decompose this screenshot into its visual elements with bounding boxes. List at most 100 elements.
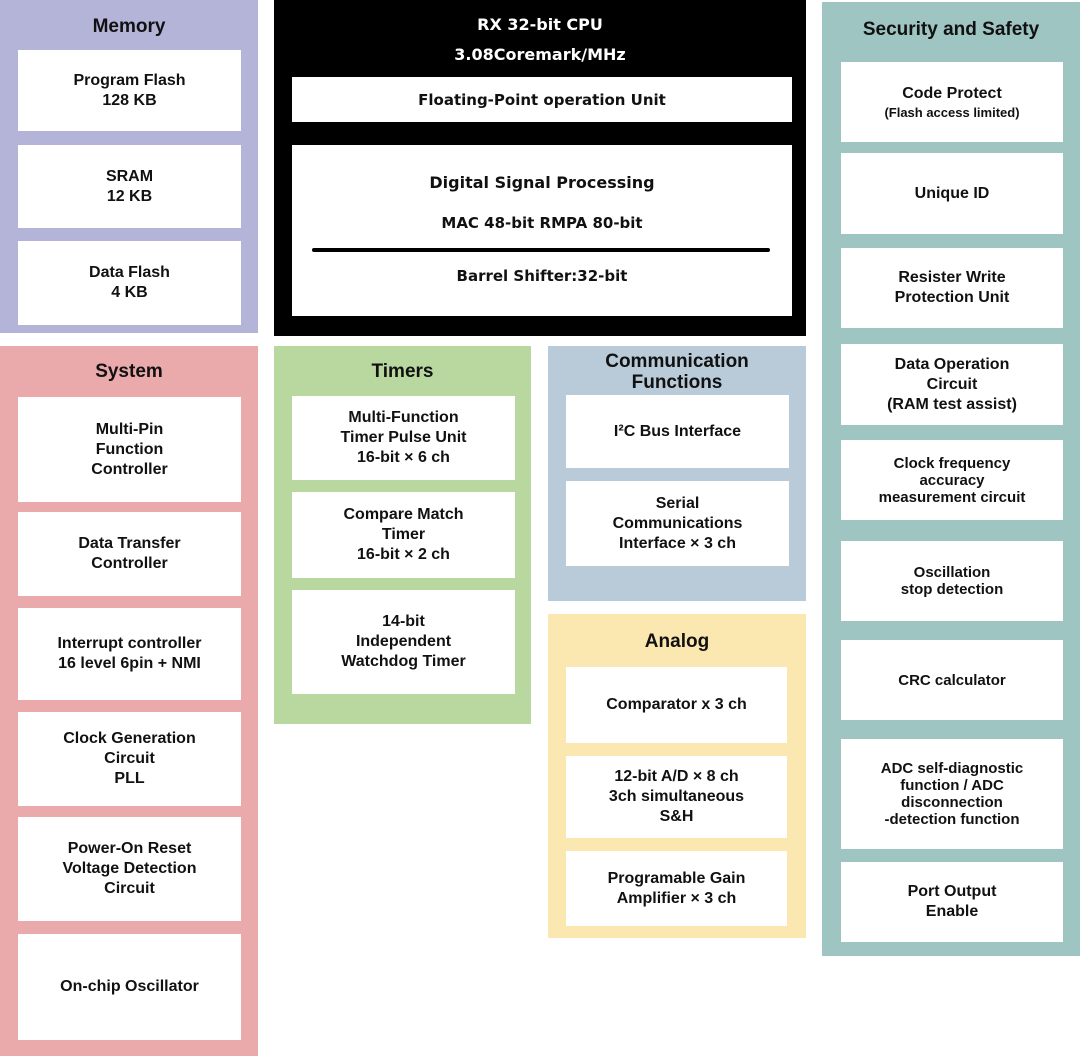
system-block-line: Power-On Reset [67, 840, 192, 857]
security-block: Data Operation Circuit (RAM test assist) [841, 344, 1063, 425]
memory-block-line: 4 KB [111, 284, 148, 301]
security-block: Unique ID [841, 153, 1063, 234]
system-block: Interrupt controller 16 level 6pin + NMI [18, 608, 241, 700]
memory-block-line: 128 KB [102, 91, 157, 109]
dsp-mac: MAC 48-bit RMPA 80-bit [441, 214, 643, 232]
timers-block: Compare Match Timer 16-bit × 2 ch [292, 492, 515, 578]
security-block-line: Resister Write [898, 269, 1006, 286]
security-block: Port Output Enable [841, 862, 1063, 942]
security-title: Security and Safety [862, 19, 1040, 40]
memory-title: Memory [92, 16, 166, 37]
communication-block-line: Communications [612, 514, 743, 532]
security-block-line: -detection function [884, 811, 1020, 828]
analog-block: Comparator x 3 ch [566, 667, 787, 743]
system-block-line: Multi-Pin [95, 420, 164, 438]
timers-block-line: Independent [355, 633, 452, 650]
fpu-block: Floating-Point operation Unit [292, 77, 792, 122]
communication-block: Serial Communications Interface × 3 ch [566, 481, 789, 566]
communication-title: Communication Functions [605, 351, 749, 393]
system-block-line: Controller [91, 460, 168, 478]
memory-block-line: SRAM [105, 167, 154, 185]
analog-panel: Analog Comparator x 3 ch 12-bit A/D × 8 ch… [548, 614, 806, 938]
system-block-line: 16 level 6pin + NMI [58, 655, 201, 672]
security-block-line: Circuit [926, 375, 978, 393]
analog-block-line: Amplifier × 3 ch [616, 889, 737, 907]
timers-block: Multi-Function Timer Pulse Unit 16-bit × 6… [292, 396, 515, 480]
analog-block: 12-bit A/D × 8 ch 3ch simultaneous S&H [566, 756, 787, 838]
cpu-panel: RX 32-bit CPU 3.08Coremark/MHz Floating-… [274, 0, 806, 336]
analog-block: Programable Gain Amplifier × 3 ch [566, 851, 787, 926]
timers-panel: Timers Multi-Function Timer Pulse Unit 16-b… [274, 346, 531, 724]
security-block-line: Oscillation [913, 564, 991, 581]
analog-block-line: 12-bit A/D × 8 ch [614, 768, 739, 785]
security-block: ADC self-diagnostic function / ADC disconn… [841, 739, 1063, 849]
timers-block-line: 16-bit × 2 ch [357, 546, 450, 563]
security-block-line: Code Protect [902, 84, 1002, 102]
system-block-line: Circuit [104, 750, 155, 767]
security-block-line: accuracy [919, 471, 985, 489]
security-block-line: ADC self-diagnostic [880, 760, 1024, 777]
security-block-line: measurement circuit [878, 488, 1026, 506]
system-block-line: Controller [91, 555, 168, 572]
dsp-shifter: Barrel Shifter:32-bit [456, 267, 628, 285]
timers-block-line: Watchdog Timer [341, 653, 466, 670]
security-block-line: (RAM test assist) [887, 395, 1017, 413]
system-block: Clock Generation Circuit PLL [18, 712, 241, 806]
memory-panel: Memory Program Flash 128 KB SRAM 12 KB Data F… [0, 0, 258, 333]
timers-block-line: Compare Match [343, 506, 464, 523]
analog-block-line: 3ch simultaneous [608, 788, 745, 805]
communication-block-line: Serial [655, 494, 700, 512]
cpu-title: RX 32-bit CPU [477, 15, 603, 34]
memory-block-line: Data Flash [89, 264, 170, 281]
fpu-label: Floating-Point operation Unit [418, 90, 666, 109]
security-block-line: Port Output [907, 883, 997, 900]
security-block-line: Unique ID [914, 184, 990, 202]
security-block-line: stop detection [900, 581, 1004, 598]
timers-block-line: 16-bit × 6 ch [357, 449, 450, 466]
timers-block: 14-bit Independent Watchdog Timer [292, 590, 515, 694]
system-block-line: Voltage Detection [62, 860, 197, 877]
security-block-line: function / ADC [900, 777, 1004, 794]
analog-block-line: Comparator x 3 ch [606, 696, 747, 713]
analog-block-line: S&H [659, 808, 694, 825]
security-block: Resister Write Protection Unit [841, 248, 1063, 328]
memory-block-line: 12 KB [106, 187, 153, 205]
memory-block: SRAM 12 KB [18, 145, 241, 228]
security-block-line: (Flash access limited) [884, 104, 1020, 120]
analog-block-line: Programable Gain [607, 869, 746, 887]
system-block-line: On-chip Oscillator [60, 978, 199, 995]
system-block-line: Function [95, 440, 164, 458]
system-block-line: Data Transfer [78, 535, 181, 552]
memory-block: Data Flash 4 KB [18, 241, 241, 325]
dsp-divider [312, 248, 770, 252]
system-block-line: Interrupt controller [57, 635, 202, 652]
communication-block: I²C Bus Interface [566, 395, 789, 468]
security-block: Code Protect (Flash access limited) [841, 62, 1063, 142]
memory-block: Program Flash 128 KB [18, 50, 241, 131]
dsp-title: Digital Signal Processing [429, 173, 655, 192]
system-block-line: Circuit [104, 880, 155, 897]
system-block-line: PLL [114, 770, 145, 787]
security-block: Clock frequency accuracy measurement circu… [841, 440, 1063, 520]
memory-block-line: Program Flash [73, 71, 186, 89]
security-block-line: Protection Unit [894, 289, 1010, 306]
system-panel: System Multi-Pin Function Controller Data Tr… [0, 346, 258, 1056]
timers-title: Timers [371, 361, 434, 382]
cpu-subtitle: 3.08Coremark/MHz [454, 45, 626, 64]
security-block-line: disconnection [901, 794, 1003, 811]
security-block-line: CRC calculator [898, 671, 1006, 689]
timers-block-line: 14-bit [382, 613, 425, 630]
dsp-block: Digital Signal Processing MAC 48-bit RMP… [292, 145, 792, 316]
analog-title: Analog [644, 631, 710, 652]
system-title: System [95, 361, 163, 382]
communication-panel: Communication Functions I²C Bus Interface… [548, 346, 806, 601]
security-block: CRC calculator [841, 640, 1063, 720]
timers-block-line: Timer [381, 526, 426, 543]
security-block-line: Data Operation [894, 355, 1010, 373]
system-block-line: Clock Generation [63, 730, 196, 747]
system-block: Power-On Reset Voltage Detection Circuit [18, 817, 241, 921]
system-block: Data Transfer Controller [18, 512, 241, 596]
system-block: Multi-Pin Function Controller [18, 397, 241, 502]
security-panel: Security and Safety Code Protect (Flash ac… [822, 2, 1080, 956]
security-block-line: Enable [925, 903, 979, 920]
